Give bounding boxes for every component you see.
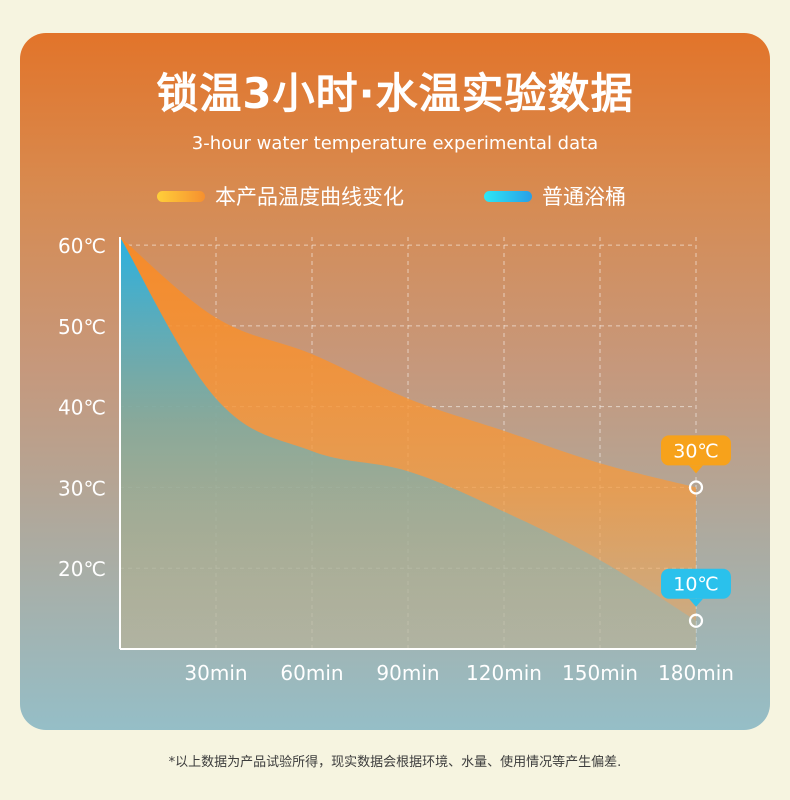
callout-bubble — [661, 435, 731, 466]
y-tick-label: 30℃ — [58, 476, 106, 500]
area-series-normal — [120, 237, 696, 649]
y-tick-label: 50℃ — [58, 315, 106, 339]
page-subtitle: 3-hour water temperature experimental da… — [191, 133, 599, 154]
legend-swatch-product — [157, 190, 205, 202]
callout-pointer — [689, 598, 703, 607]
x-tick-label: 60min — [280, 661, 343, 685]
x-tick-label: 120min — [466, 661, 542, 685]
legend-label-normal: 普通浴桶 — [542, 185, 626, 209]
x-tick-label: 180min — [658, 661, 734, 685]
callout-bubble — [661, 568, 731, 599]
legend-item-product: 本产品温度曲线变化 — [157, 183, 404, 209]
end-marker — [688, 613, 704, 628]
y-tick-label: 40℃ — [58, 396, 106, 420]
legend-item-normal: 普通浴桶 — [484, 183, 626, 209]
footnote: *以上数据为产品试验所得，现实数据会根据环境、水量、使用情况等产生偏差. — [168, 755, 622, 770]
x-tick-label: 30min — [184, 661, 247, 685]
y-tick-label: 20℃ — [58, 557, 106, 581]
callout-pointer — [689, 465, 703, 474]
callout-label: 30℃ — [673, 440, 719, 462]
value-callout: 30℃ — [661, 435, 731, 474]
y-tick-label: 60℃ — [58, 234, 106, 258]
x-tick-label: 90min — [376, 661, 439, 685]
value-callout: 10℃ — [661, 568, 731, 607]
callout-label: 10℃ — [673, 574, 719, 596]
page-title: 锁温3小时·水温实验数据 — [156, 69, 634, 118]
legend-label-product: 本产品温度曲线变化 — [215, 185, 404, 209]
end-marker — [688, 480, 704, 495]
legend-swatch-normal — [484, 190, 532, 202]
x-tick-label: 150min — [562, 661, 638, 685]
